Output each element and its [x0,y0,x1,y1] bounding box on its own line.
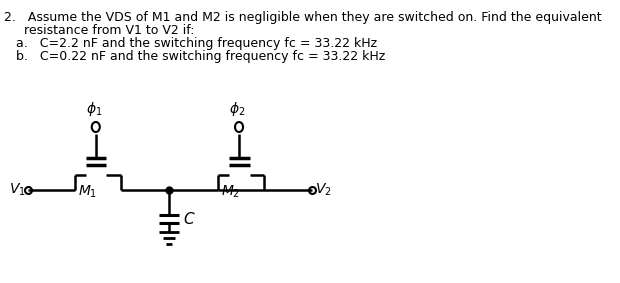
Text: $\phi_1$: $\phi_1$ [86,100,102,118]
Text: $C$: $C$ [183,211,195,227]
Text: $M_1$: $M_1$ [78,184,97,200]
Text: resistance from V1 to V2 if:: resistance from V1 to V2 if: [4,24,195,37]
Text: a.   C=2.2 nF and the switching frequency fc = 33.22 kHz: a. C=2.2 nF and the switching frequency … [16,37,377,50]
Text: $\phi_2$: $\phi_2$ [229,100,246,118]
Text: b.   C=0.22 nF and the switching frequency fc = 33.22 kHz: b. C=0.22 nF and the switching frequency… [16,50,386,63]
Text: 2.   Assume the VDS of M1 and M2 is negligible when they are switched on. Find t: 2. Assume the VDS of M1 and M2 is neglig… [4,11,601,24]
Text: $M_2$: $M_2$ [221,184,241,200]
Text: $V_2$: $V_2$ [316,182,332,198]
Text: $V_1$: $V_1$ [9,182,26,198]
